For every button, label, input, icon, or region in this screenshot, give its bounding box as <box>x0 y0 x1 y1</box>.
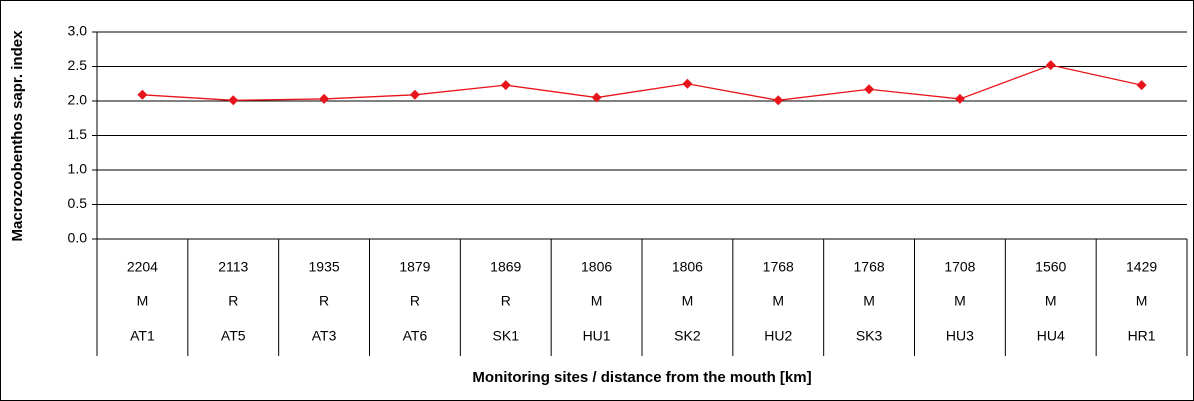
data-point <box>773 95 784 106</box>
x-tick-label: HU1 <box>583 328 611 344</box>
y-tick-label: 3.0 <box>68 23 88 39</box>
category-label: R <box>319 293 329 309</box>
y-tick-label: 0.5 <box>68 195 88 211</box>
category-label: 1879 <box>399 259 430 275</box>
category-label: 1806 <box>581 259 612 275</box>
category-label: R <box>501 293 511 309</box>
y-axis-title: Macrozoobenthos sapr. index <box>9 30 26 242</box>
category-label: 1935 <box>309 259 340 275</box>
data-point <box>137 89 148 100</box>
category-label: M <box>772 293 784 309</box>
x-tick-label: AT3 <box>312 328 337 344</box>
category-label: M <box>954 293 966 309</box>
data-point <box>864 84 875 95</box>
category-label: M <box>682 293 694 309</box>
data-point <box>682 78 693 89</box>
data-point <box>409 89 420 100</box>
x-tick-label: HR1 <box>1128 328 1156 344</box>
category-label: 1768 <box>854 259 885 275</box>
category-label: 1429 <box>1126 259 1157 275</box>
x-tick-label: HU3 <box>946 328 974 344</box>
category-label: M <box>591 293 603 309</box>
data-line <box>142 64 1142 101</box>
category-label: M <box>863 293 875 309</box>
category-label: 2113 <box>218 259 248 275</box>
x-tick-label: HU2 <box>764 328 792 344</box>
y-tick-label: 2.5 <box>68 57 88 73</box>
category-label: M <box>1045 293 1057 309</box>
x-tick-label: AT1 <box>130 328 155 344</box>
category-label: R <box>228 293 238 309</box>
x-tick-label: HU4 <box>1037 328 1065 344</box>
x-tick-label: SK2 <box>674 328 701 344</box>
data-point <box>1045 60 1056 71</box>
data-point <box>500 80 511 91</box>
x-tick-label: SK3 <box>856 328 883 344</box>
data-point <box>1136 80 1147 91</box>
category-label: 2204 <box>127 259 158 275</box>
category-label: 1806 <box>672 259 703 275</box>
data-point <box>319 93 330 104</box>
x-axis-title: Monitoring sites / distance from the mou… <box>472 369 811 386</box>
x-tick-label: AT6 <box>403 328 428 344</box>
y-tick-label: 1.0 <box>68 161 88 177</box>
y-tick-label: 0.0 <box>68 230 88 246</box>
category-label: 1869 <box>490 259 521 275</box>
category-label: 1560 <box>1035 259 1066 275</box>
data-point <box>228 95 239 106</box>
category-label: M <box>137 293 149 309</box>
category-label: 1708 <box>944 259 975 275</box>
data-point <box>591 92 602 103</box>
x-tick-label: AT5 <box>221 328 246 344</box>
category-label: R <box>410 293 420 309</box>
category-label: 1768 <box>763 259 794 275</box>
category-label: M <box>1136 293 1148 309</box>
y-tick-label: 2.0 <box>68 92 88 108</box>
y-tick-label: 1.5 <box>68 126 88 142</box>
x-tick-label: SK1 <box>493 328 520 344</box>
data-point <box>954 93 965 104</box>
